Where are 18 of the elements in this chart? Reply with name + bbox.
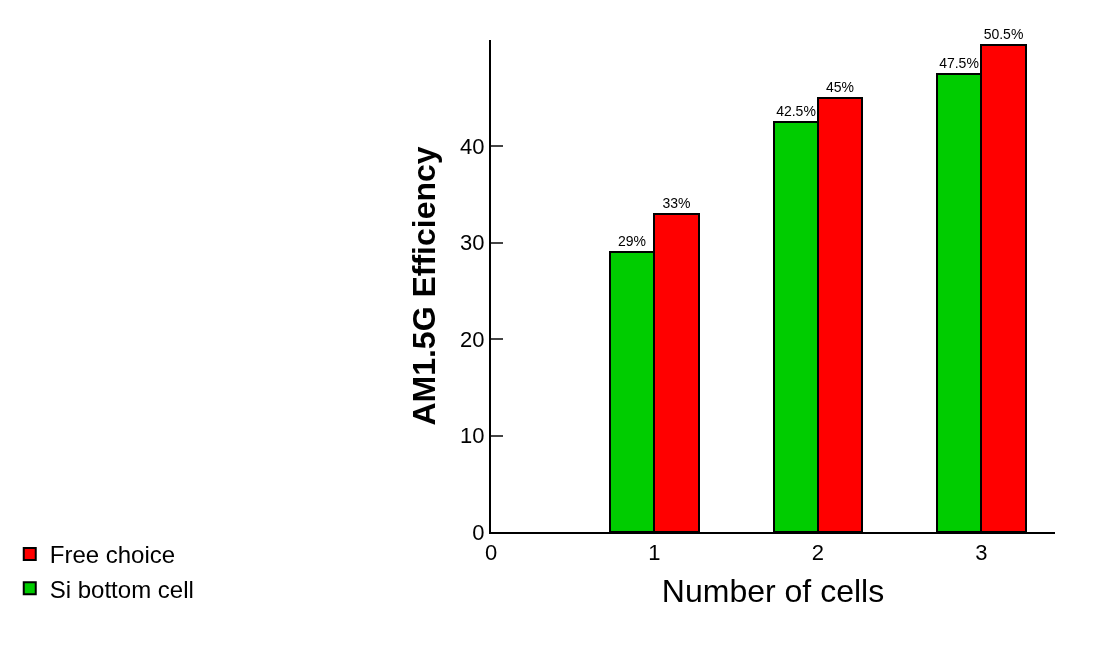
x-axis-title: Number of cells <box>661 572 885 609</box>
legend-label: Si bottom cell <box>49 575 194 603</box>
y-tick-label: 40 <box>460 133 485 159</box>
x-tick-label: 2 <box>811 540 825 566</box>
x-tick-label: 3 <box>975 540 988 566</box>
y-tick-label: 20 <box>460 326 485 352</box>
y-axis-title: AM1.5G Efficiency <box>405 146 442 426</box>
y-tick-label: 10 <box>460 423 485 449</box>
data-label: 47.5% <box>939 55 979 71</box>
data-label: 42.5% <box>776 103 816 119</box>
data-label: 33% <box>662 195 691 211</box>
data-label: 29% <box>617 233 647 249</box>
y-tick-label: 0 <box>472 519 485 545</box>
y-tick-label: 30 <box>460 230 485 256</box>
data-label: 45% <box>825 79 855 95</box>
x-tick-label: 1 <box>648 540 661 566</box>
data-label: 50.5% <box>983 26 1024 42</box>
legend-label: Free choice <box>49 541 176 569</box>
